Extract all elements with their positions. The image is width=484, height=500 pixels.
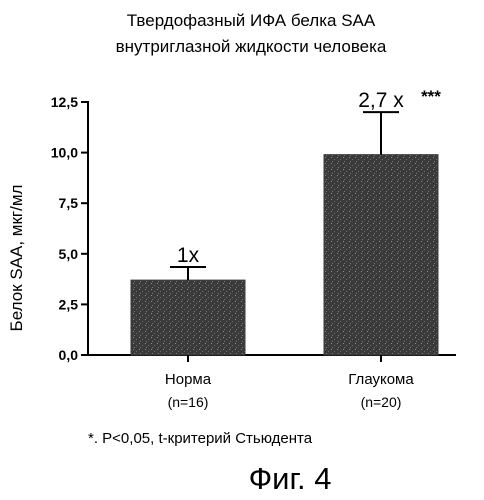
- bar-label-2: 2,7 x: [358, 89, 404, 112]
- chart-title-line-1: Твердофазный ИФА белка SAA: [127, 11, 376, 30]
- y-tick-label: 10,0: [51, 145, 78, 161]
- significance-marker: ***: [421, 87, 441, 106]
- bar-1: [131, 280, 245, 355]
- x-tick-label: Норма: [165, 371, 212, 388]
- x-tick-sample-size: (n=16): [168, 394, 209, 410]
- bar-label-1: 1x: [177, 244, 200, 267]
- bar-2: [324, 155, 438, 355]
- figure-caption: Фиг. 4: [249, 461, 332, 496]
- footnote: *. P<0,05, t-критерий Стьюдента: [88, 430, 313, 447]
- plot-area: 0,0 2,5 5,0 7,5 10,0 12,5 1x Норма (n=16) 2,7 x **…: [51, 87, 456, 410]
- chart-title-line-2: внутриглазной жидкости человека: [116, 37, 387, 56]
- y-tick-label: 2,5: [59, 296, 79, 312]
- y-tick-label: 12,5: [51, 94, 78, 110]
- y-tick-label: 5,0: [59, 246, 79, 262]
- y-tick-label: 0,0: [59, 347, 79, 363]
- x-tick-sample-size: (n=20): [361, 394, 402, 410]
- y-axis-label: Белок SAA, мкг/мл: [7, 185, 26, 332]
- y-tick-label: 7,5: [59, 195, 79, 211]
- x-tick-label: Глаукома: [348, 371, 414, 388]
